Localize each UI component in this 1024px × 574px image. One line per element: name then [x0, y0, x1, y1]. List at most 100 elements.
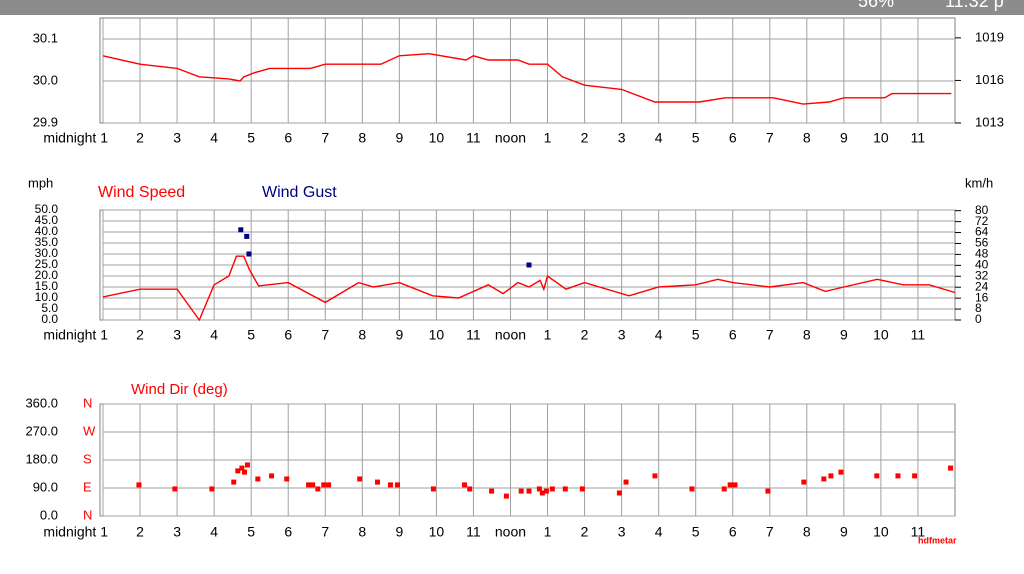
x-tick-label: 10 — [873, 524, 889, 540]
x-tick-label: 8 — [358, 130, 366, 146]
y-tick-label: 45.0 — [35, 213, 59, 227]
y-tick-label: 0.0 — [40, 507, 58, 522]
data-point — [536, 486, 542, 492]
data-point — [732, 482, 738, 488]
data-point — [489, 488, 495, 494]
x-tick-label: 4 — [210, 524, 218, 540]
x-tick-label: 4 — [210, 130, 218, 146]
data-point — [255, 476, 261, 482]
battery-text: 56% — [858, 0, 894, 11]
x-tick-label: 6 — [284, 327, 292, 343]
y-tick-label: 40.0 — [35, 224, 59, 238]
y-tick-label: 35.0 — [35, 235, 59, 249]
x-tick-label: 1 — [544, 524, 552, 540]
chart-title: Wind Dir (deg) — [131, 381, 228, 398]
data-point — [310, 482, 316, 488]
y-tick-label: 50.0 — [35, 202, 59, 216]
data-point — [689, 486, 695, 492]
clock-text: 11:32 p — [945, 0, 1004, 11]
x-tick-label: 9 — [840, 327, 848, 343]
x-tick-label: 2 — [581, 524, 589, 540]
x-tick-label: 11 — [911, 130, 926, 146]
data-point — [895, 473, 901, 479]
y2-tick-label: 32 — [975, 268, 989, 282]
y-tick-label: 270.0 — [25, 423, 58, 438]
y-tick-label: 30.0 — [33, 72, 58, 87]
x-tick-label: 3 — [173, 130, 181, 146]
data-point — [616, 490, 622, 496]
x-tick-label: 5 — [247, 130, 255, 146]
x-tick-label: 9 — [840, 130, 848, 146]
x-tick-label: 7 — [321, 524, 329, 540]
data-point — [172, 486, 178, 492]
compass-label: S — [83, 451, 92, 466]
data-point — [727, 482, 733, 488]
x-tick-label: 7 — [321, 130, 329, 146]
x-tick-label: 8 — [803, 327, 811, 343]
x-tick-label: 10 — [429, 327, 445, 343]
data-point — [948, 465, 954, 471]
x-tick-label: 7 — [766, 327, 774, 343]
x-tick-label: 2 — [136, 327, 144, 343]
x-tick-label: 8 — [803, 524, 811, 540]
x-tick-label: 2 — [581, 327, 589, 343]
data-point — [246, 251, 252, 257]
x-tick-label: 8 — [358, 327, 366, 343]
x-tick-label: 11 — [911, 524, 926, 540]
x-tick-label: midnight 1 — [43, 327, 108, 343]
x-tick-label: 5 — [692, 524, 700, 540]
data-point — [374, 479, 380, 485]
x-tick-label: 7 — [766, 524, 774, 540]
data-point — [462, 482, 468, 488]
data-point — [430, 486, 436, 492]
compass-label: N — [83, 395, 92, 410]
data-point — [242, 469, 248, 475]
y2-tick-label: 24 — [975, 279, 989, 293]
data-point — [821, 476, 827, 482]
legend-label: Wind Gust — [262, 184, 337, 201]
y-tick-label: 30.0 — [35, 246, 59, 260]
data-point — [231, 479, 237, 485]
data-point — [518, 488, 524, 494]
x-tick-label: 2 — [581, 130, 589, 146]
compass-label: W — [83, 423, 96, 438]
data-point — [828, 473, 834, 479]
data-point — [238, 227, 244, 233]
y2-tick-label: 1019 — [975, 29, 1004, 44]
plot-area — [99, 17, 956, 124]
data-point — [321, 482, 327, 488]
y-tick-label: 90.0 — [33, 479, 58, 494]
x-tick-label: 1 — [544, 130, 552, 146]
x-tick-label: 7 — [766, 130, 774, 146]
x-tick-label: 7 — [321, 327, 329, 343]
annotation: hdfmetar — [918, 535, 957, 545]
y-tick-label: 25.0 — [35, 257, 59, 271]
x-tick-label: 5 — [692, 130, 700, 146]
data-point — [623, 479, 629, 485]
x-tick-label: 6 — [284, 130, 292, 146]
x-tick-label: 8 — [358, 524, 366, 540]
data-point — [269, 473, 275, 479]
data-point — [526, 488, 532, 494]
y-tick-label: 360.0 — [25, 395, 58, 410]
data-point — [721, 486, 727, 492]
x-tick-label: 9 — [395, 130, 403, 146]
x-tick-label: 10 — [429, 524, 445, 540]
x-tick-label: midnight 1 — [43, 524, 108, 540]
data-point — [284, 476, 290, 482]
x-tick-label: 9 — [840, 524, 848, 540]
data-point — [539, 490, 545, 496]
y2-tick-label: 0 — [975, 312, 982, 326]
x-tick-label: 4 — [210, 327, 218, 343]
x-tick-label: 4 — [655, 524, 663, 540]
y2-tick-label: 80 — [975, 203, 989, 217]
x-tick-label: 6 — [729, 327, 737, 343]
data-point — [235, 468, 241, 474]
data-point — [315, 486, 321, 492]
x-tick-label: 2 — [136, 130, 144, 146]
status-bar — [0, 0, 1024, 15]
x-tick-label: 3 — [618, 130, 626, 146]
data-point — [503, 493, 509, 499]
